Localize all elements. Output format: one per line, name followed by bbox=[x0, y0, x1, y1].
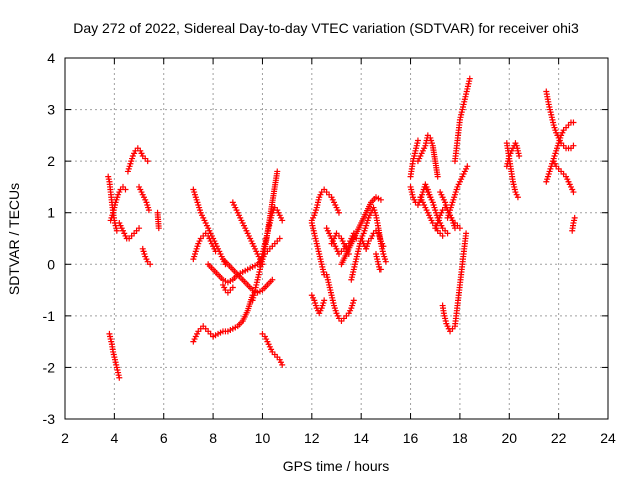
data-point bbox=[122, 186, 129, 193]
data-point bbox=[414, 137, 421, 144]
series-t2 bbox=[107, 183, 129, 224]
data-point bbox=[377, 266, 384, 273]
data-point bbox=[145, 207, 152, 214]
x-tick-label: 2 bbox=[61, 430, 69, 446]
data-point bbox=[136, 225, 143, 232]
plot-border bbox=[64, 57, 609, 420]
series-t8 bbox=[154, 209, 162, 232]
data-point bbox=[464, 163, 471, 170]
data-point bbox=[212, 248, 219, 255]
series-t15 bbox=[219, 281, 236, 296]
series-t30 bbox=[363, 227, 387, 252]
data-point bbox=[514, 194, 521, 201]
series-t45 bbox=[543, 88, 577, 152]
data-point bbox=[463, 230, 470, 237]
data-point bbox=[571, 214, 578, 221]
x-tick-label: 20 bbox=[501, 430, 517, 446]
y-tick-label: 0 bbox=[47, 256, 55, 272]
series-t47 bbox=[550, 158, 577, 196]
x-tick-label: 4 bbox=[110, 430, 118, 446]
y-tick-label: 3 bbox=[47, 102, 55, 118]
series-t26 bbox=[328, 230, 352, 257]
series-t19 bbox=[259, 235, 283, 263]
series-t29 bbox=[358, 204, 389, 265]
x-tick-label: 6 bbox=[160, 430, 168, 446]
data-point bbox=[466, 75, 473, 82]
series-t1 bbox=[105, 173, 120, 234]
data-point bbox=[335, 209, 342, 216]
series-t48 bbox=[569, 214, 578, 234]
x-axis-label: GPS time / hours bbox=[283, 458, 390, 474]
data-point bbox=[444, 230, 451, 237]
x-tick-label: 14 bbox=[353, 430, 369, 446]
y-axis-label: SDTVAR / TECUs bbox=[6, 183, 22, 295]
y-tick-label: -2 bbox=[43, 359, 56, 375]
series-t41 bbox=[451, 75, 473, 165]
x-tick-label: 8 bbox=[209, 430, 217, 446]
y-tick-label: 4 bbox=[47, 50, 55, 66]
data-point bbox=[456, 225, 463, 232]
chart-title: Day 272 of 2022, Sidereal Day-to-day VTE… bbox=[73, 20, 579, 36]
data-point bbox=[439, 232, 446, 239]
series-t32 bbox=[407, 137, 421, 180]
series-t42 bbox=[417, 194, 446, 239]
data-point bbox=[116, 374, 123, 381]
data-point bbox=[229, 284, 236, 291]
y-tick-label: -1 bbox=[43, 308, 56, 324]
data-points bbox=[105, 75, 578, 381]
series-t10 bbox=[190, 230, 219, 263]
series-t37 bbox=[437, 189, 463, 232]
x-tick-label: 10 bbox=[255, 430, 271, 446]
y-tick-label: 1 bbox=[47, 205, 55, 221]
data-point bbox=[276, 235, 283, 242]
data-point bbox=[279, 361, 286, 368]
series-t34 bbox=[414, 132, 441, 180]
series-t24 bbox=[323, 271, 357, 325]
series-t46 bbox=[543, 119, 577, 185]
data-point bbox=[279, 217, 286, 224]
data-point bbox=[380, 243, 387, 250]
series-t31 bbox=[372, 250, 384, 273]
series-t20 bbox=[259, 330, 286, 368]
data-point bbox=[382, 258, 389, 265]
series-t7 bbox=[139, 245, 154, 268]
x-tick-label: 22 bbox=[551, 430, 567, 446]
data-point bbox=[155, 225, 162, 232]
data-point bbox=[434, 173, 441, 180]
series-t22 bbox=[308, 220, 328, 278]
series-t44 bbox=[503, 140, 523, 170]
data-point bbox=[570, 189, 577, 196]
series-t27 bbox=[338, 194, 384, 268]
y-tick-label: 2 bbox=[47, 153, 55, 169]
x-tick-label: 18 bbox=[452, 430, 468, 446]
data-point bbox=[113, 227, 120, 234]
data-point bbox=[377, 196, 384, 203]
series-t3 bbox=[106, 330, 123, 381]
x-tick-label: 16 bbox=[403, 430, 419, 446]
series-t39 bbox=[439, 302, 456, 335]
data-point bbox=[570, 119, 577, 126]
series-t5 bbox=[124, 145, 151, 175]
data-point bbox=[274, 168, 281, 175]
series-t11 bbox=[190, 323, 217, 345]
series-t23 bbox=[308, 186, 342, 224]
y-tick-label: -3 bbox=[43, 411, 56, 427]
x-tick-label: 12 bbox=[304, 430, 320, 446]
data-point bbox=[147, 261, 154, 268]
data-point bbox=[269, 276, 276, 283]
data-point bbox=[144, 158, 151, 165]
x-tick-label: 24 bbox=[600, 430, 616, 446]
data-point bbox=[516, 152, 523, 159]
series-t6 bbox=[136, 183, 152, 214]
series-t40 bbox=[451, 230, 470, 330]
series-t4 bbox=[116, 220, 143, 242]
data-point bbox=[350, 297, 357, 304]
series-t38 bbox=[444, 163, 471, 221]
series-t9 bbox=[190, 186, 229, 268]
data-point bbox=[321, 297, 328, 304]
data-point bbox=[570, 142, 577, 149]
series-t21 bbox=[308, 292, 328, 317]
